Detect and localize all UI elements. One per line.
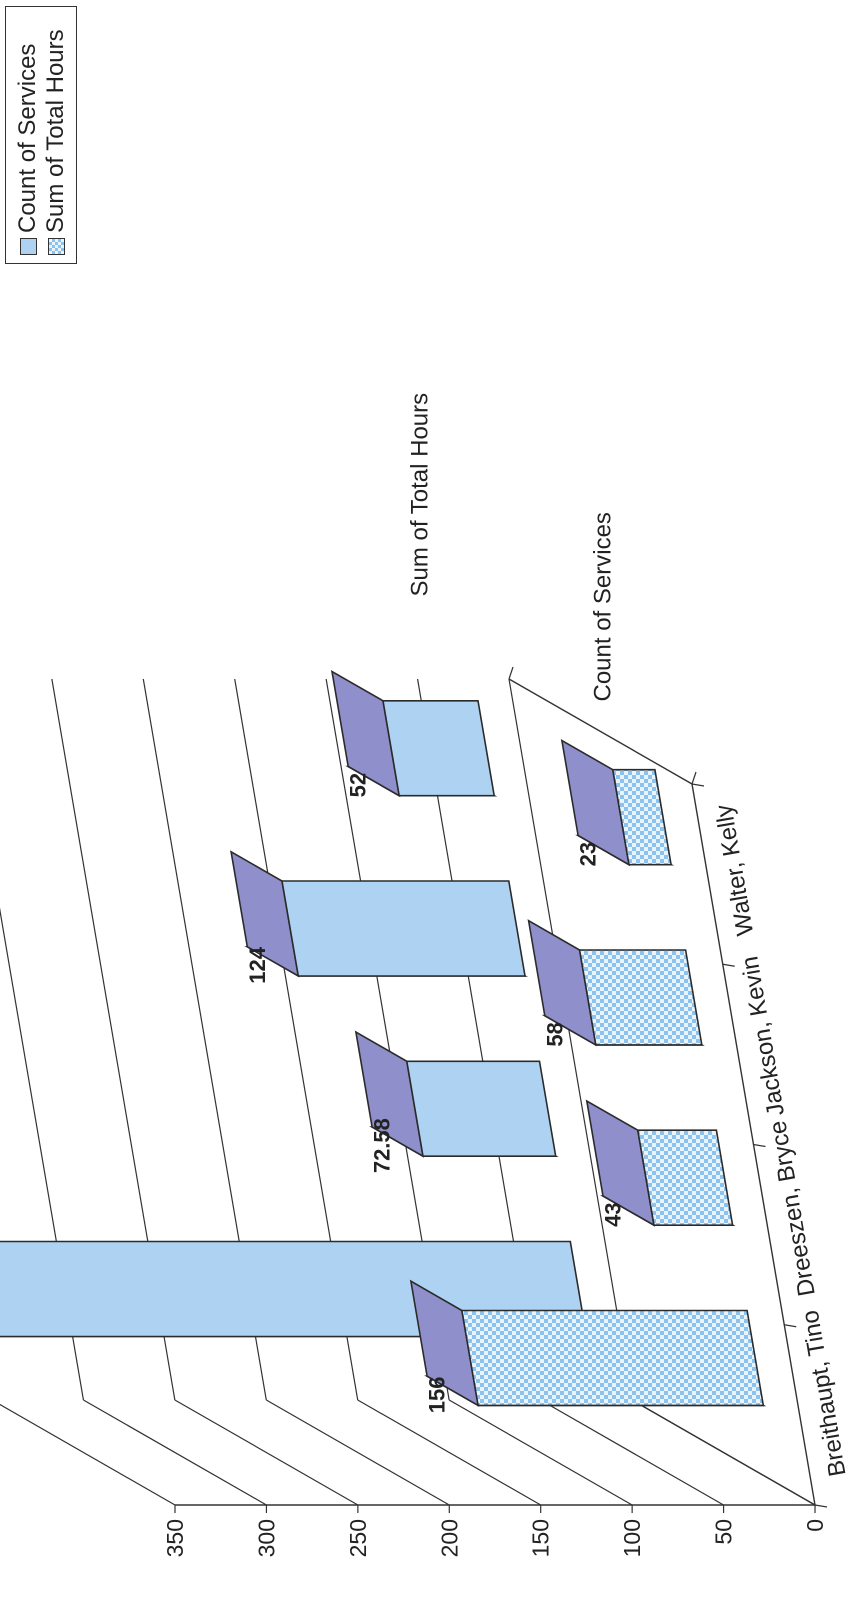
side-wall-gridline — [0, 1399, 176, 1506]
bar-sum-of-total-hours — [354, 1030, 559, 1158]
bar-front-face — [578, 949, 703, 1046]
side-wall-gridline — [357, 1399, 542, 1506]
side-wall-gridline — [540, 1399, 724, 1506]
side-wall-gridline — [174, 1399, 359, 1506]
gridline — [508, 678, 633, 1401]
legend-swatch-checkered — [47, 238, 65, 255]
y-tick-label: 300 — [253, 1519, 279, 1557]
side-wall-gridline — [83, 1399, 267, 1506]
legend-label: Sum of Total Hours — [42, 29, 69, 233]
bar-sum-of-total-hours — [230, 850, 529, 978]
x-tick-mark — [691, 783, 705, 787]
bar-value-label: 43 — [600, 1202, 625, 1226]
x-tick-mark — [722, 963, 735, 967]
x-tick-mark — [814, 1504, 828, 1508]
x-category-label: Dreeszen, Bryce — [764, 1119, 820, 1298]
bar-value-label: 156 — [425, 1376, 450, 1413]
y-tick-label: 0 — [802, 1519, 828, 1532]
bar-front-face — [636, 1129, 734, 1227]
bar-value-label: 23 — [576, 842, 601, 866]
legend-label: Count of Services — [14, 43, 41, 233]
bar-value-label: 72.58 — [370, 1118, 395, 1173]
bar-count-of-services — [560, 738, 675, 867]
x-category-label: Breithaupt, Tino — [797, 1308, 852, 1478]
bar-front-face — [611, 768, 673, 866]
legend-item-count-of-services: Count of Services — [14, 15, 42, 255]
legend: Count of Services Sum of Total Hours — [5, 6, 77, 264]
legend-item-sum-of-total-hours: Sum of Total Hours — [42, 15, 70, 255]
x-tick-mark — [784, 1324, 797, 1328]
y-tick-label: 200 — [436, 1519, 462, 1557]
bar-count-of-services — [585, 1099, 736, 1227]
bar-front-face — [281, 880, 526, 977]
depth-category-label: Sum of Total Hours — [407, 393, 434, 597]
bar-count-of-services — [409, 1279, 767, 1407]
bar-count-of-services — [527, 919, 705, 1047]
y-tick-label: 150 — [528, 1519, 554, 1557]
legend-swatch-solid — [19, 238, 37, 255]
bar-sum-of-total-hours — [330, 669, 498, 798]
depth-tick-mark — [691, 771, 697, 785]
bar-value-label: 58 — [542, 1022, 567, 1046]
bar-front-face — [460, 1309, 765, 1407]
x-category-label: Walter, Kelly — [710, 803, 759, 938]
bar-value-label: 52 — [346, 773, 371, 797]
depth-tick-mark — [508, 666, 514, 680]
bar-value-label: 124 — [245, 946, 270, 983]
depth-category-label: Count of Services — [590, 512, 617, 701]
y-tick-label: 100 — [619, 1519, 645, 1557]
y-tick-label: 250 — [345, 1519, 371, 1557]
bar-front-face — [382, 699, 496, 797]
side-wall-gridline — [265, 1399, 450, 1506]
x-tick-mark — [753, 1143, 766, 1148]
side-wall-gridline — [448, 1399, 633, 1506]
y-tick-label: 50 — [711, 1519, 737, 1545]
bar-front-face — [405, 1060, 557, 1158]
y-tick-label: 350 — [162, 1519, 188, 1557]
